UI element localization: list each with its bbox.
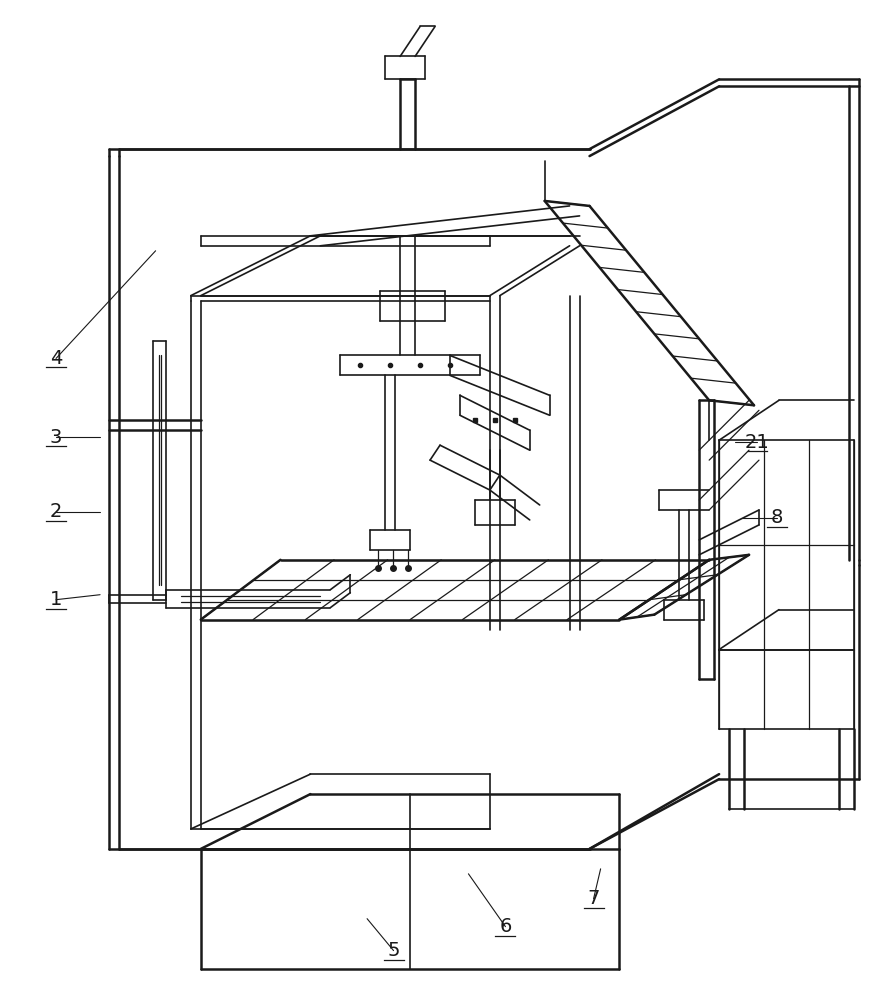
Text: 4: 4 [50, 349, 62, 368]
Text: 1: 1 [50, 590, 62, 609]
Text: 6: 6 [499, 917, 512, 936]
Text: 8: 8 [771, 508, 783, 527]
Text: 5: 5 [387, 941, 400, 960]
Text: 3: 3 [50, 428, 62, 447]
Text: 21: 21 [745, 433, 770, 452]
Text: 7: 7 [587, 889, 599, 908]
Text: 2: 2 [50, 502, 62, 521]
